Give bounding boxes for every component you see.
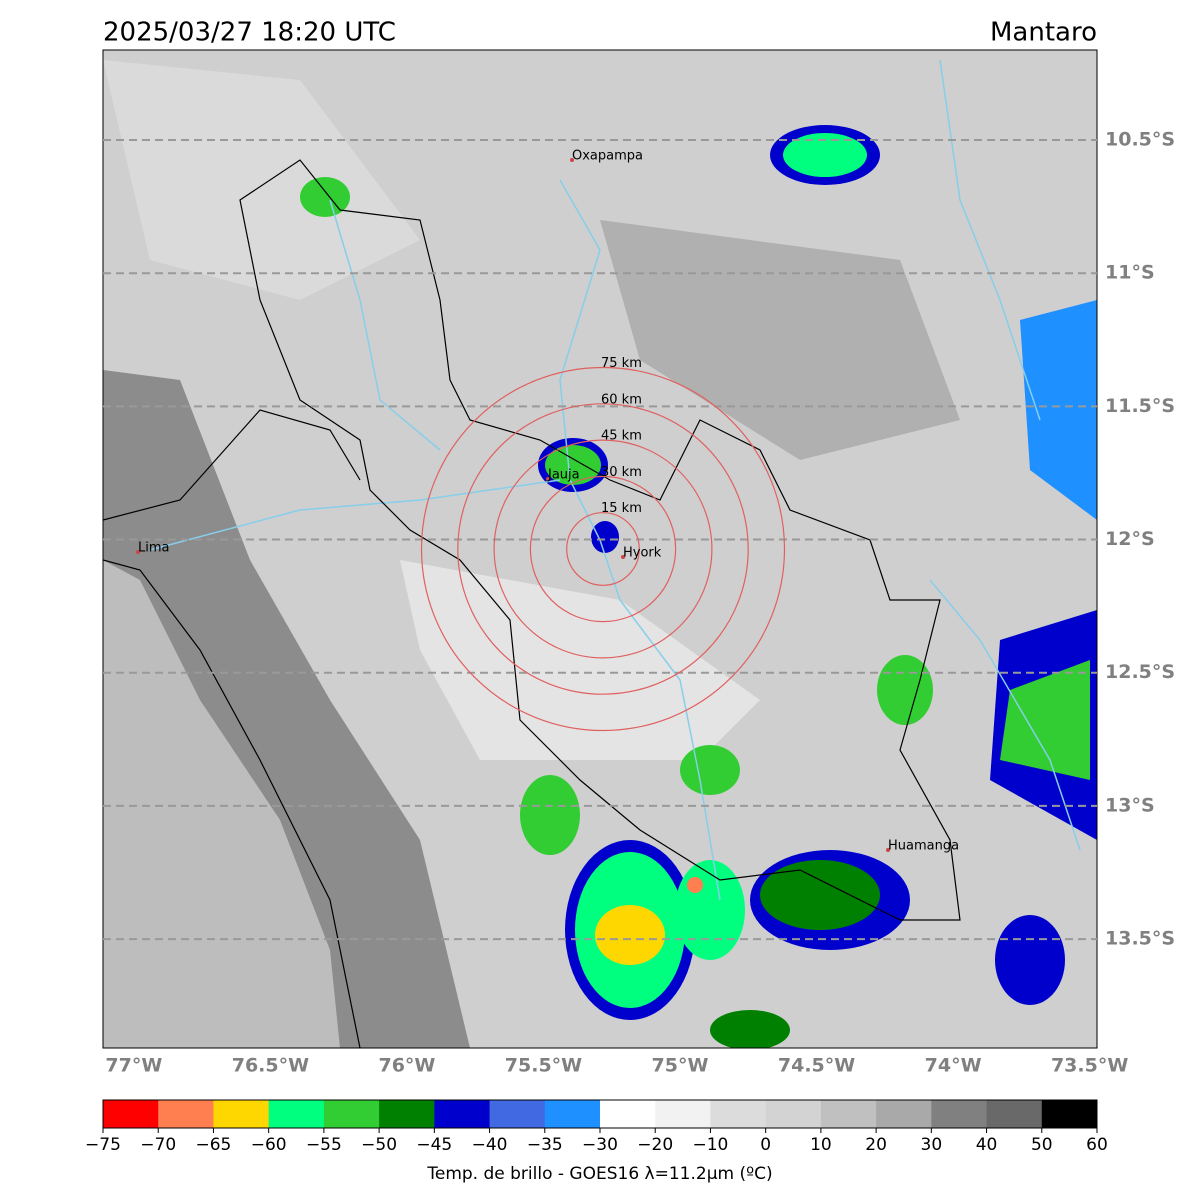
ring-label: 75 km — [601, 356, 642, 371]
region-name: Mantaro — [990, 18, 1097, 48]
lon-label: 74°W — [925, 1055, 982, 1077]
colorbar-tick-label: −65 — [195, 1135, 231, 1155]
lat-label: 11°S — [1105, 262, 1155, 284]
colorbar-segment — [268, 1100, 325, 1128]
range-ring — [493, 439, 713, 659]
place-label: Jauja — [547, 468, 580, 483]
place-dot — [136, 550, 140, 554]
colorbar-segment — [876, 1100, 932, 1128]
colorbar-tick-label: 40 — [976, 1135, 998, 1155]
range-ring — [566, 512, 640, 586]
colorbar-tick-label: −50 — [361, 1135, 397, 1155]
place-dot — [886, 848, 890, 852]
title: 2025/03/27 18:20 UTC — [103, 18, 396, 48]
colorbar-tick-label: 0 — [760, 1135, 771, 1155]
colorbar-tick-label: 50 — [1031, 1135, 1053, 1155]
place-label: Hyork — [623, 546, 662, 561]
lon-label: 74.5°W — [778, 1055, 855, 1077]
colorbar-segment — [710, 1100, 767, 1128]
colorbar-segment — [434, 1100, 491, 1128]
map-frame — [102, 49, 1098, 1049]
colorbar-segment — [931, 1100, 988, 1128]
colorbar-segment — [1041, 1100, 1098, 1128]
range-ring — [529, 475, 677, 623]
colorbar-segment — [158, 1100, 214, 1128]
colorbar-segment — [765, 1100, 822, 1128]
colorbar-segment — [600, 1100, 656, 1128]
colorbar-segment — [379, 1100, 435, 1128]
colorbar-tick-label: −10 — [692, 1135, 728, 1155]
colorbar-tick-label: −75 — [85, 1135, 121, 1155]
lon-label: 75°W — [652, 1055, 709, 1077]
colorbar-tick-label: −40 — [472, 1135, 508, 1155]
colorbar-tick-label: −60 — [251, 1135, 287, 1155]
colorbar-tick-label: 10 — [810, 1135, 832, 1155]
colorbar-tick-label: −35 — [527, 1135, 563, 1155]
lon-label: 76.5°W — [232, 1055, 309, 1077]
colorbar-tick-label: −20 — [637, 1135, 673, 1155]
place-dot — [621, 555, 625, 559]
place-dot — [546, 477, 550, 481]
colorbar-tick-label: −45 — [416, 1135, 452, 1155]
range-ring — [420, 366, 786, 732]
colorbar-tick-label: −55 — [306, 1135, 342, 1155]
colorbar-tick-label: −70 — [140, 1135, 176, 1155]
lat-label: 12°S — [1105, 528, 1155, 550]
colorbar-segment — [213, 1100, 270, 1128]
colorbar-segment — [986, 1100, 1043, 1128]
lon-label: 75.5°W — [505, 1055, 582, 1077]
range-ring — [457, 403, 749, 695]
colorbar-segment — [655, 1100, 711, 1128]
colorbar-tick-label: 60 — [1086, 1135, 1108, 1155]
colorbar-tick-label: 30 — [921, 1135, 943, 1155]
lat-label: 13°S — [1105, 794, 1155, 816]
lon-label: 77°W — [105, 1055, 162, 1077]
lat-label: 11.5°S — [1105, 395, 1175, 417]
colorbar-label: Temp. de brillo - GOES16 λ=11.2μm (ºC) — [426, 1164, 772, 1184]
colorbar-segment — [489, 1100, 546, 1128]
lat-label: 12.5°S — [1105, 661, 1175, 683]
ring-label: 60 km — [601, 392, 642, 407]
colorbar-tick-label: 20 — [865, 1135, 887, 1155]
lon-label: 76°W — [378, 1055, 435, 1077]
satellite-image — [103, 50, 1097, 1048]
colorbar-segment — [544, 1100, 601, 1128]
place-label: Huamanga — [888, 839, 959, 854]
place-dot — [570, 158, 574, 162]
colorbar-tick-label: −30 — [582, 1135, 618, 1155]
ring-label: 30 km — [601, 465, 642, 480]
ring-label: 45 km — [601, 429, 642, 444]
lat-label: 13.5°S — [1105, 928, 1175, 950]
colorbar-segment — [820, 1100, 877, 1128]
colorbar-segment — [103, 1100, 159, 1128]
lat-label: 10.5°S — [1105, 129, 1175, 151]
ring-label: 15 km — [601, 501, 642, 516]
lon-label: 73.5°W — [1051, 1055, 1128, 1077]
place-label: Lima — [138, 541, 169, 556]
place-label: Oxapampa — [572, 149, 643, 164]
colorbar-segment — [323, 1100, 380, 1128]
